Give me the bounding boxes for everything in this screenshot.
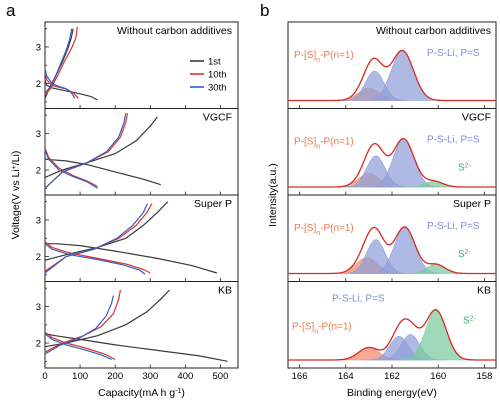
series-line-30th-discharge	[44, 149, 98, 189]
x-tick-label: 100	[72, 371, 88, 382]
panel-a: 2 3 Without carbon additives 2 3 VGCF 2 3 Super …	[10, 21, 239, 399]
envelope-line	[288, 49, 496, 102]
x-tick-label: 300	[142, 371, 158, 382]
y-tick-label: 2	[36, 339, 41, 350]
x-tick-label: 400	[177, 371, 193, 382]
label-sulfide: S2-	[458, 249, 472, 261]
label-pscap: P-S-Li, P=S	[427, 221, 480, 232]
y-axis-label-main: Voltage(V vs Li	[10, 169, 22, 239]
x-tick-label: 158	[477, 371, 493, 382]
label-polysulfide: P-[S]n-P(n=1)	[294, 223, 354, 237]
y-tick-label: 3	[36, 302, 41, 313]
x-axis-label: Binding energy(eV)	[347, 387, 437, 399]
series-line-1st-discharge	[44, 79, 98, 101]
label-polysulfide-tail: -P(n=1)	[318, 322, 352, 333]
label-polysulfide-sub: n	[314, 328, 318, 335]
x-axis-label-tail: )	[181, 387, 185, 399]
series-line-30th-discharge	[44, 68, 76, 99]
label-polysulfide-head: P-[S]	[294, 137, 316, 148]
label-polysulfide-head: P-[S]	[294, 50, 316, 61]
label-polysulfide: P-[S]n-P(n=1)	[294, 50, 354, 64]
legend-label: 10th	[208, 70, 227, 81]
label-sulfide-sup: 2-	[465, 249, 472, 256]
series-line-1st-discharge	[45, 243, 218, 274]
label-pscap: P-S-Li, P=S	[427, 48, 480, 59]
series-line-30th-charge	[44, 113, 127, 189]
legend-label: 30th	[208, 83, 227, 94]
x-tick-label: 166	[292, 371, 308, 382]
y-axis-label: Voltage(V vs Li+/Li)	[10, 151, 22, 240]
label-pscap: P-S-Li, P=S	[332, 294, 385, 305]
label-pscap: P-S-Li, P=S	[427, 135, 480, 146]
envelope-line	[288, 226, 496, 275]
legend-label: 1st	[208, 57, 221, 68]
series-line-30th-charge	[44, 295, 114, 355]
label-polysulfide-head: P-[S]	[294, 223, 316, 234]
label-sulfide-main: S	[458, 163, 465, 174]
series-line-10th-discharge	[44, 147, 98, 188]
subplot-title: KB	[477, 285, 491, 297]
label-sulfide: S2-	[463, 315, 477, 327]
label-polysulfide-sub: n	[316, 230, 320, 237]
label-polysulfide-sub: n	[316, 57, 320, 64]
x-tick-label: 200	[107, 371, 123, 382]
y-axis-label-tail: /Li)	[10, 151, 22, 166]
panel-b-letter: b	[260, 1, 269, 20]
series-line-1st-discharge	[44, 333, 228, 362]
label-sulfide: S2-	[458, 162, 472, 174]
subplot-title: Super P	[194, 198, 232, 210]
subplot-title: Without carbon additives	[117, 25, 232, 37]
y-tick-label: 3	[36, 215, 41, 226]
subplot-title: KB	[218, 285, 232, 297]
label-polysulfide: P-[S]n-P(n=1)	[294, 137, 354, 151]
envelope-line	[288, 309, 496, 361]
series-line-30th-charge	[44, 203, 149, 274]
label-sulfide-sup: 2-	[465, 162, 472, 169]
envelope-line	[288, 137, 496, 188]
x-axis-label-main: Capacity(mA h g	[98, 387, 175, 399]
subplot-title: Super P	[453, 198, 491, 210]
panel-a-letter: a	[6, 1, 16, 20]
series-line-10th-discharge	[44, 72, 79, 99]
subplot-title: VGCF	[203, 112, 232, 124]
series-line-10th-discharge	[44, 331, 116, 361]
label-polysulfide-tail: -P(n=1)	[320, 223, 354, 234]
y-tick-label: 2	[36, 252, 41, 263]
series-line-30th-discharge	[44, 333, 112, 361]
x-tick-label: 0	[42, 371, 47, 382]
x-tick-label: 160	[430, 371, 446, 382]
x-tick-label: 500	[213, 371, 229, 382]
x-axis-label: Capacity(mA h g-1)	[98, 387, 185, 399]
x-tick-label: 164	[338, 371, 354, 382]
y-tick-label: 3	[36, 129, 41, 140]
series-line-10th-charge	[44, 26, 78, 95]
y-tick-label: 3	[36, 42, 41, 53]
series-line-1st-discharge	[44, 158, 161, 186]
y-axis-label: Intensity(a.u.)	[267, 163, 279, 227]
series-line-10th-discharge	[44, 241, 151, 274]
label-sulfide-main: S	[463, 316, 470, 327]
y-tick-label: 2	[36, 79, 41, 90]
label-polysulfide-tail: -P(n=1)	[320, 50, 354, 61]
y-tick-label: 2	[36, 166, 41, 177]
x-axis-label-sup: -1	[175, 388, 181, 395]
label-polysulfide-sub: n	[316, 143, 320, 150]
subplot-title: VGCF	[462, 112, 491, 124]
label-sulfide-main: S	[458, 249, 465, 260]
y-axis-label-sup: +	[11, 165, 18, 169]
series-line-1st-charge	[44, 201, 169, 261]
label-polysulfide: P-[S]n-P(n=1)	[292, 322, 352, 336]
label-polysulfide-tail: -P(n=1)	[320, 137, 354, 148]
label-polysulfide-head: P-[S]	[292, 322, 314, 333]
label-sulfide-sup: 2-	[470, 315, 477, 322]
x-tick-label: 162	[384, 371, 400, 382]
subplot-title: Without carbon additives	[376, 25, 491, 37]
series-line-30th-discharge	[44, 243, 146, 275]
series-line-30th-charge	[44, 28, 73, 94]
